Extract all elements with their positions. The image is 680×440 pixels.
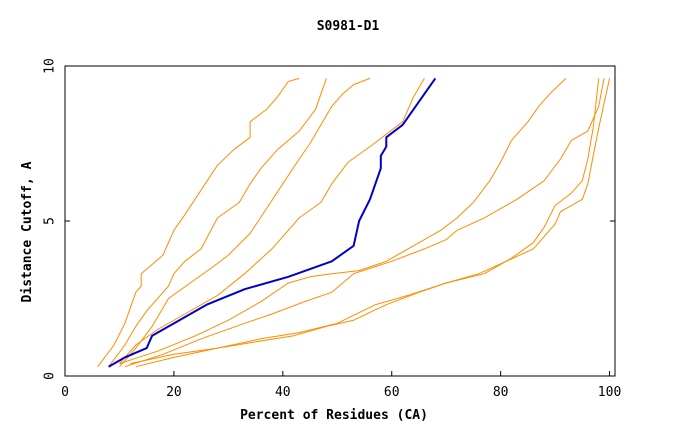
y-tick-label: 10: [43, 58, 58, 74]
series-line-model-b: [108, 78, 327, 368]
series-line-model-c: [119, 77, 371, 368]
series-line-model-a: [97, 77, 300, 368]
ticks-layer: 0 20 40 60 80 100 0 5 10: [43, 58, 622, 400]
chart-title: S0981-D1: [317, 19, 380, 34]
series-layer: [97, 77, 611, 368]
series-line-highlighted: [108, 77, 437, 368]
x-tick-label: 40: [275, 385, 291, 400]
x-tick-label: 60: [384, 385, 400, 400]
series-line-model-e: [119, 78, 567, 365]
y-tick-label: 5: [43, 217, 58, 225]
y-axis-title: Distance Cutoff, A: [20, 161, 35, 302]
series-line-model-d: [119, 78, 425, 364]
x-axis-title: Percent of Residues (CA): [240, 408, 428, 423]
x-tick-label: 0: [61, 385, 69, 400]
series-line-model-f: [124, 78, 605, 368]
series-line-model-h: [135, 78, 611, 368]
x-tick-label: 80: [493, 385, 509, 400]
x-tick-label: 100: [598, 385, 621, 400]
series-line-model-g: [130, 78, 600, 365]
x-tick-label: 20: [166, 385, 182, 400]
y-tick-label: 0: [43, 372, 58, 380]
